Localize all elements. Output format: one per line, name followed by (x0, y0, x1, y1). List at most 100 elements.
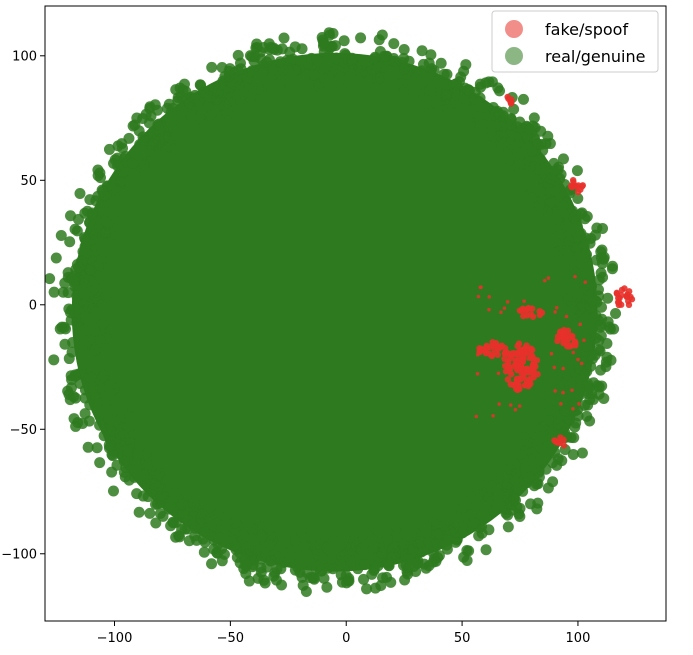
data-point-real (64, 236, 76, 248)
data-point-real (443, 525, 455, 537)
data-point-fake (576, 357, 580, 362)
data-point-fake (615, 299, 623, 306)
data-point-real (323, 70, 335, 82)
data-point-real (544, 138, 556, 150)
data-point-real (147, 478, 159, 490)
data-point-real (548, 157, 560, 169)
data-point-real (460, 99, 472, 111)
data-point-real (90, 195, 102, 207)
legend-marker-fake (505, 20, 523, 38)
data-point-real (560, 219, 572, 231)
data-point-real (77, 255, 89, 267)
data-point-real (566, 291, 578, 303)
data-point-real (107, 450, 119, 462)
data-point-fake (523, 342, 530, 349)
data-point-real (576, 207, 588, 219)
data-point-fake (496, 371, 501, 376)
data-point-real (524, 181, 536, 193)
data-point-real (240, 512, 252, 524)
data-point-real (523, 155, 535, 167)
data-point-real (440, 91, 452, 103)
data-point-real (70, 392, 82, 404)
data-point-real (230, 544, 242, 556)
data-point-real (584, 415, 596, 427)
data-point-real (319, 531, 331, 543)
data-point-fake (570, 388, 574, 393)
data-point-real (69, 223, 81, 235)
data-point-fake (571, 407, 575, 411)
data-point-real (423, 537, 435, 549)
data-point-real (290, 64, 302, 76)
data-point-real (606, 263, 618, 275)
data-point-real (174, 499, 186, 511)
data-point-fake (571, 337, 576, 342)
data-point-real (167, 516, 179, 528)
data-point-real (223, 65, 235, 77)
data-point-fake (489, 338, 496, 346)
data-point-real (63, 303, 75, 315)
data-point-real (559, 179, 571, 191)
data-point-real (595, 320, 607, 332)
data-point-real (103, 413, 115, 425)
data-point-real (352, 563, 364, 575)
data-point-real (119, 195, 131, 207)
data-point-fake (476, 294, 481, 299)
data-point-real (486, 130, 498, 142)
data-point-fake (569, 176, 577, 184)
data-point-fake (529, 313, 537, 320)
data-point-real (480, 544, 492, 556)
data-point-real (539, 416, 551, 428)
data-point-real (560, 368, 572, 380)
data-point-real (284, 55, 296, 67)
data-point-real (520, 435, 532, 447)
data-point-real (314, 565, 326, 577)
data-point-real (548, 165, 560, 177)
data-point-real (311, 55, 323, 67)
data-point-real (497, 110, 509, 122)
data-point-real (415, 77, 427, 89)
data-point-real (407, 546, 419, 558)
data-point-real (160, 142, 172, 154)
data-point-real (240, 558, 252, 570)
data-point-real (45, 273, 56, 285)
series-fake-spoof (474, 93, 636, 449)
data-point-real (213, 532, 225, 544)
data-point-real (82, 441, 94, 453)
data-point-real (278, 32, 290, 44)
data-point-real (347, 57, 359, 69)
data-point-real (252, 572, 264, 584)
data-point-real (509, 141, 521, 153)
data-point-real (590, 332, 602, 344)
data-point-real (387, 55, 399, 67)
data-point-real (131, 428, 143, 440)
data-point-real (244, 538, 256, 550)
data-point-real (271, 563, 283, 575)
legend-label-real: real/genuine (545, 47, 645, 66)
data-point-real (189, 522, 201, 534)
data-point-real (276, 43, 288, 55)
data-point-fake (561, 329, 565, 334)
data-point-fake (530, 367, 537, 375)
data-point-real (199, 119, 211, 131)
data-point-fake (573, 183, 580, 190)
data-point-real (473, 478, 485, 490)
legend: fake/spoof real/genuine (491, 10, 659, 73)
data-point-real (120, 462, 132, 474)
data-point-real (476, 521, 488, 533)
data-point-real (441, 539, 453, 551)
data-point-real (177, 84, 189, 96)
data-point-real (576, 267, 588, 279)
data-point-real (300, 586, 312, 598)
data-point-real (549, 185, 561, 197)
data-point-real (575, 355, 587, 367)
data-point-real (48, 286, 60, 298)
data-point-real (404, 64, 416, 76)
data-point-real (59, 277, 71, 289)
data-point-real (314, 539, 326, 551)
data-point-fake (519, 305, 527, 312)
data-point-fake (618, 292, 625, 299)
data-point-real (461, 555, 473, 567)
data-point-real (591, 222, 603, 234)
data-point-real (185, 109, 197, 121)
data-point-real (94, 172, 106, 184)
